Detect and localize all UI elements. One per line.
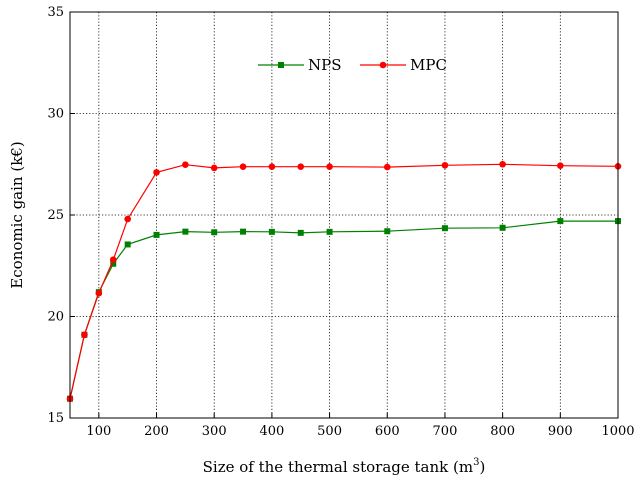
data-point <box>110 260 117 267</box>
data-point <box>81 331 88 339</box>
data-point <box>153 231 160 238</box>
data-point <box>240 228 247 235</box>
y-tick-label: 35 <box>47 5 64 20</box>
x-tick-label: 800 <box>490 424 515 439</box>
legend-label: MPC <box>410 56 447 74</box>
x-tick-label: 100 <box>86 424 111 439</box>
x-tick-label: 900 <box>548 424 573 439</box>
data-point <box>499 224 506 231</box>
data-point <box>326 163 333 170</box>
y-tick-label: 25 <box>47 208 64 223</box>
legend-marker <box>278 62 284 68</box>
series-mpc <box>66 160 622 403</box>
data-point <box>383 163 391 171</box>
series-line <box>69 163 619 399</box>
plot-frame <box>69 11 619 419</box>
data-point <box>441 225 448 232</box>
x-tick-label: 1000 <box>601 424 634 439</box>
axis-ticks: 100 200 300 400 500 600 700 800 900 1000 15 20 25 30 3… <box>47 5 634 439</box>
legend: NPS MPC <box>258 56 447 74</box>
legend-label: NPS <box>308 56 342 74</box>
legend-entry: NPS <box>258 56 342 74</box>
data-point <box>326 228 333 235</box>
data-point <box>109 256 117 263</box>
y-tick-label: 20 <box>47 310 64 325</box>
x-tick-label: 600 <box>375 424 400 439</box>
y-tick-label: 15 <box>47 411 64 426</box>
data-point <box>384 228 391 235</box>
series-nps <box>67 218 621 402</box>
data-point <box>182 228 189 235</box>
x-tick-label: 400 <box>259 424 284 439</box>
grid-lines <box>70 12 618 418</box>
series-layer <box>66 160 622 403</box>
data-point <box>297 229 304 236</box>
y-tick-label: 30 <box>47 107 64 122</box>
data-point <box>182 161 189 168</box>
data-point <box>210 164 218 172</box>
data-point <box>268 228 275 235</box>
data-point <box>124 241 131 248</box>
x-tick-label: 300 <box>202 424 227 439</box>
x-tick-label: 500 <box>317 424 342 439</box>
data-point <box>557 162 564 169</box>
x-tick-label: 700 <box>433 424 458 439</box>
data-point <box>297 163 305 170</box>
data-point <box>441 161 449 169</box>
legend-marker <box>379 61 387 69</box>
data-point <box>153 169 160 176</box>
series-line <box>69 220 618 399</box>
data-point <box>211 229 218 236</box>
x-axis-title: Size of the thermal storage tank (m3) <box>203 457 486 476</box>
data-point <box>499 160 506 168</box>
data-point <box>124 215 131 223</box>
data-point <box>95 289 103 297</box>
legend-entry: MPC <box>360 56 447 74</box>
data-point <box>239 163 247 170</box>
data-point <box>268 163 276 170</box>
data-point <box>557 218 564 225</box>
y-axis-title: Economic gain (k€) <box>8 141 26 288</box>
x-tick-label: 200 <box>144 424 169 439</box>
